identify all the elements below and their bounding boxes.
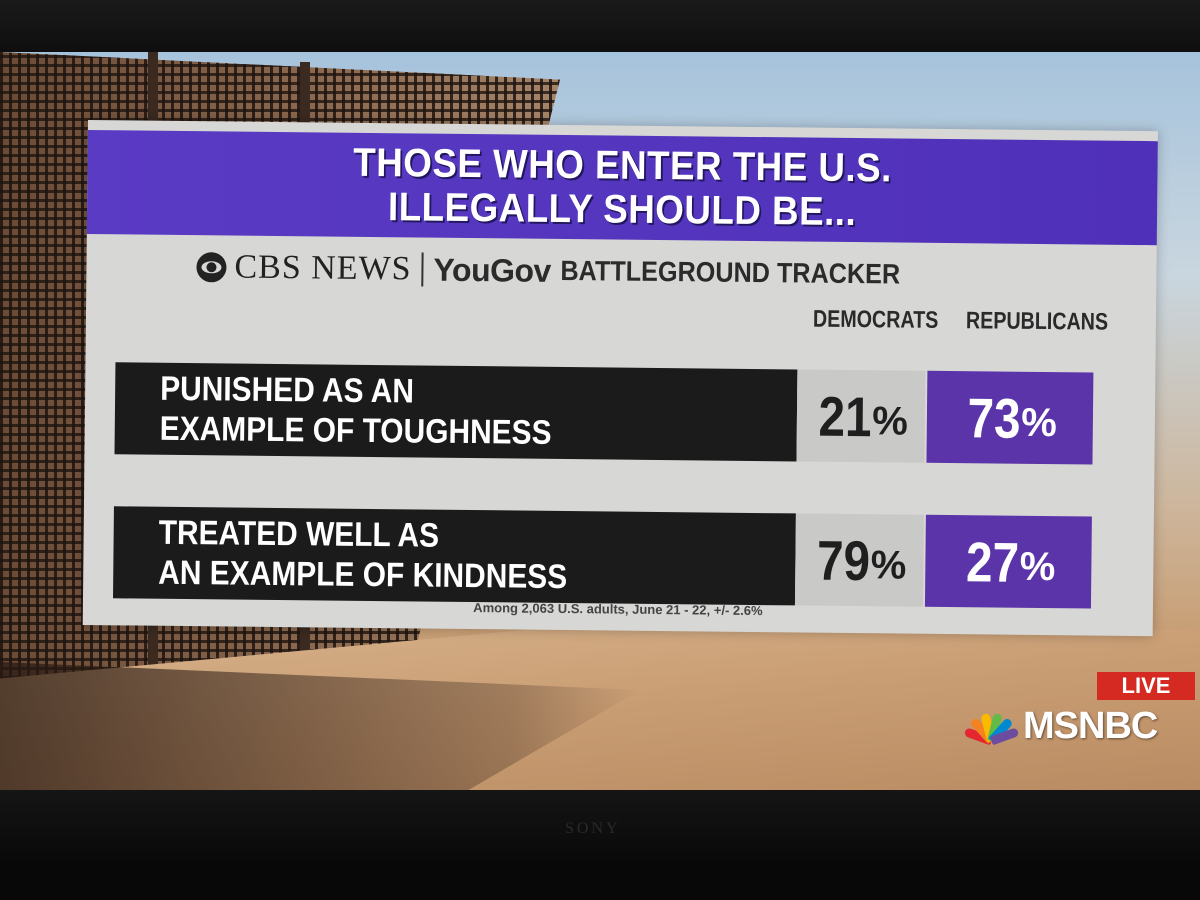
republicans-value: 27% [924,514,1092,609]
source-credit: CBS NEWS YouGov BATTLEGROUND TRACKER [196,244,938,298]
percent-sign: % [872,398,909,444]
yougov-label: YouGov [433,251,552,289]
live-badge: LIVE [1097,672,1195,700]
source-divider [421,252,424,287]
row-label-line: TREATED WELL AS [158,513,440,555]
tv-bezel-bottom: SONY [0,790,1200,900]
tv-bezel-top [0,0,1200,58]
column-header-democrats: DEMOCRATS [812,305,939,334]
row-label-punished: PUNISHED AS AN EXAMPLE OF TOUGHNESS [114,362,798,462]
tv-screen: THOSE WHO ENTER THE U.S. ILLEGALLY SHOUL… [0,52,1200,794]
row-label-line: AN EXAMPLE OF KINDNESS [158,553,568,597]
poll-graphic: THOSE WHO ENTER THE U.S. ILLEGALLY SHOUL… [82,120,1158,637]
tracker-label: BATTLEGROUND TRACKER [560,254,901,290]
row-label-line: EXAMPLE OF TOUGHNESS [159,409,552,452]
cbs-eye-logo-icon [196,252,227,283]
peacock-icon [963,709,1020,746]
column-header-republicans: REPUBLICANS [965,307,1109,336]
row-label-treated-well: TREATED WELL AS AN EXAMPLE OF KINDNESS [112,506,796,606]
percent-sign: % [870,542,907,588]
network-name: MSNBC [1023,704,1158,747]
percent-sign: % [1021,400,1058,445]
republicans-value: 73% [926,370,1094,465]
democrats-value: 79% [794,513,924,607]
democrats-value: 21% [796,369,926,463]
value-number: 21 [818,384,872,448]
title-bar: THOSE WHO ENTER THE U.S. ILLEGALLY SHOUL… [86,129,1158,246]
tv-brand-label: SONY [565,820,621,837]
cbs-news-label: CBS NEWS [234,248,412,288]
value-number: 27 [965,529,1020,594]
row-label-line: PUNISHED AS AN [159,369,415,411]
percent-sign: % [1019,544,1056,589]
title-line-2: ILLEGALLY SHOULD BE... [387,185,857,235]
value-number: 79 [816,528,871,592]
value-number: 73 [967,385,1021,450]
msnbc-logo: MSNBC [963,704,1158,747]
